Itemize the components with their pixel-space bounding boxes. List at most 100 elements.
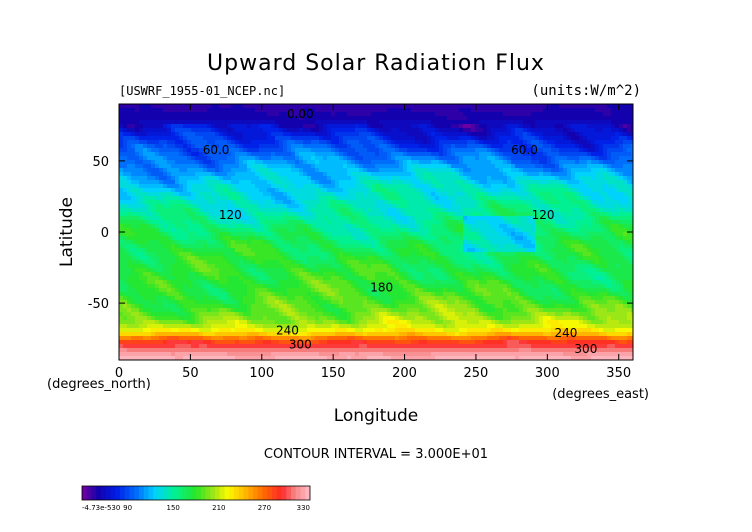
heatmap-cell: [407, 196, 412, 201]
heatmap-cell: [283, 168, 288, 173]
heatmap-cell: [187, 236, 192, 241]
heatmap-cell: [563, 104, 568, 109]
heatmap-cell: [627, 108, 632, 113]
heatmap-cell: [171, 212, 176, 217]
heatmap-cell: [615, 232, 620, 237]
heatmap-cell: [519, 196, 524, 201]
heatmap-cell: [471, 144, 476, 149]
heatmap-cell: [515, 192, 520, 197]
heatmap-cell: [523, 168, 528, 173]
heatmap-cell: [375, 140, 380, 145]
heatmap-cell: [563, 252, 568, 257]
heatmap-cell: [607, 152, 612, 157]
heatmap-cell: [271, 148, 276, 153]
heatmap-cell: [183, 160, 188, 165]
heatmap-cell: [367, 204, 372, 209]
heatmap-cell: [355, 152, 360, 157]
heatmap-cell: [147, 112, 152, 117]
heatmap-cell: [427, 184, 432, 189]
heatmap-cell: [603, 124, 608, 129]
heatmap-cell: [503, 176, 508, 181]
heatmap-cell: [179, 176, 184, 181]
heatmap-cell: [319, 128, 324, 133]
heatmap-cell: [539, 180, 544, 185]
heatmap-cell: [283, 228, 288, 233]
heatmap-cell: [267, 156, 272, 161]
heatmap-cell: [595, 216, 600, 221]
heatmap-cell: [415, 228, 420, 233]
heatmap-cell: [527, 188, 532, 193]
heatmap-cell: [575, 228, 580, 233]
heatmap-cell: [619, 112, 624, 117]
heatmap-cell: [479, 168, 484, 173]
heatmap-cell: [367, 148, 372, 153]
heatmap-cell: [123, 152, 128, 157]
heatmap-cell: [551, 216, 556, 221]
heatmap-cell: [427, 140, 432, 145]
heatmap-cell: [295, 136, 300, 141]
heatmap-cell: [295, 236, 300, 241]
heatmap-cell: [575, 192, 580, 197]
heatmap-cell: [563, 128, 568, 133]
heatmap-cell: [559, 116, 564, 121]
heatmap-cell: [575, 180, 580, 185]
heatmap-cell: [527, 168, 532, 173]
heatmap-cell: [575, 120, 580, 125]
heatmap-cell: [127, 120, 132, 125]
heatmap-cell: [335, 120, 340, 125]
heatmap-cell: [611, 236, 616, 241]
heatmap-cell: [547, 176, 552, 181]
heatmap-cell: [391, 232, 396, 237]
heatmap-cell: [499, 236, 504, 241]
heatmap-cell: [307, 124, 312, 129]
heatmap-cell: [487, 216, 492, 221]
heatmap-cell: [179, 220, 184, 225]
heatmap-cell: [251, 144, 256, 149]
heatmap-cell: [623, 140, 628, 145]
heatmap-cell: [259, 176, 264, 181]
heatmap-cell: [535, 144, 540, 149]
heatmap-cell: [327, 180, 332, 185]
heatmap-cell: [435, 176, 440, 181]
heatmap-cell: [271, 124, 276, 129]
heatmap-cell: [215, 152, 220, 157]
heatmap-cell: [127, 156, 132, 161]
heatmap-cell: [427, 228, 432, 233]
heatmap-cell: [223, 196, 228, 201]
heatmap-cell: [479, 120, 484, 125]
heatmap-cell: [563, 116, 568, 121]
heatmap-cell: [547, 248, 552, 253]
heatmap-cell: [443, 144, 448, 149]
heatmap-cell: [219, 104, 224, 109]
heatmap-cell: [619, 132, 624, 137]
heatmap-cell: [219, 172, 224, 177]
heatmap-cell: [131, 228, 136, 233]
heatmap-cell: [199, 160, 204, 165]
heatmap-cell: [203, 228, 208, 233]
heatmap-cell: [143, 144, 148, 149]
heatmap-cell: [563, 240, 568, 245]
heatmap-cell: [271, 224, 276, 229]
heatmap-cell: [523, 180, 528, 185]
heatmap-cell: [183, 172, 188, 177]
heatmap-cell: [239, 192, 244, 197]
heatmap-cell: [443, 112, 448, 117]
heatmap-cell: [267, 108, 272, 113]
heatmap-cell: [331, 184, 336, 189]
heatmap-cell: [591, 104, 596, 109]
heatmap-cell: [627, 168, 632, 173]
heatmap-cell: [571, 180, 576, 185]
heatmap-cell: [423, 188, 428, 193]
heatmap-cell: [179, 112, 184, 117]
heatmap-cell: [407, 140, 412, 145]
heatmap-cell: [139, 196, 144, 201]
heatmap-cell: [587, 188, 592, 193]
heatmap-cell: [419, 140, 424, 145]
heatmap-cell: [303, 148, 308, 153]
heatmap-cell: [443, 164, 448, 169]
heatmap-cell: [191, 204, 196, 209]
heatmap-cell: [603, 136, 608, 141]
heatmap-cell: [479, 240, 484, 245]
heatmap-cell: [535, 224, 540, 229]
heatmap-cell: [507, 196, 512, 201]
